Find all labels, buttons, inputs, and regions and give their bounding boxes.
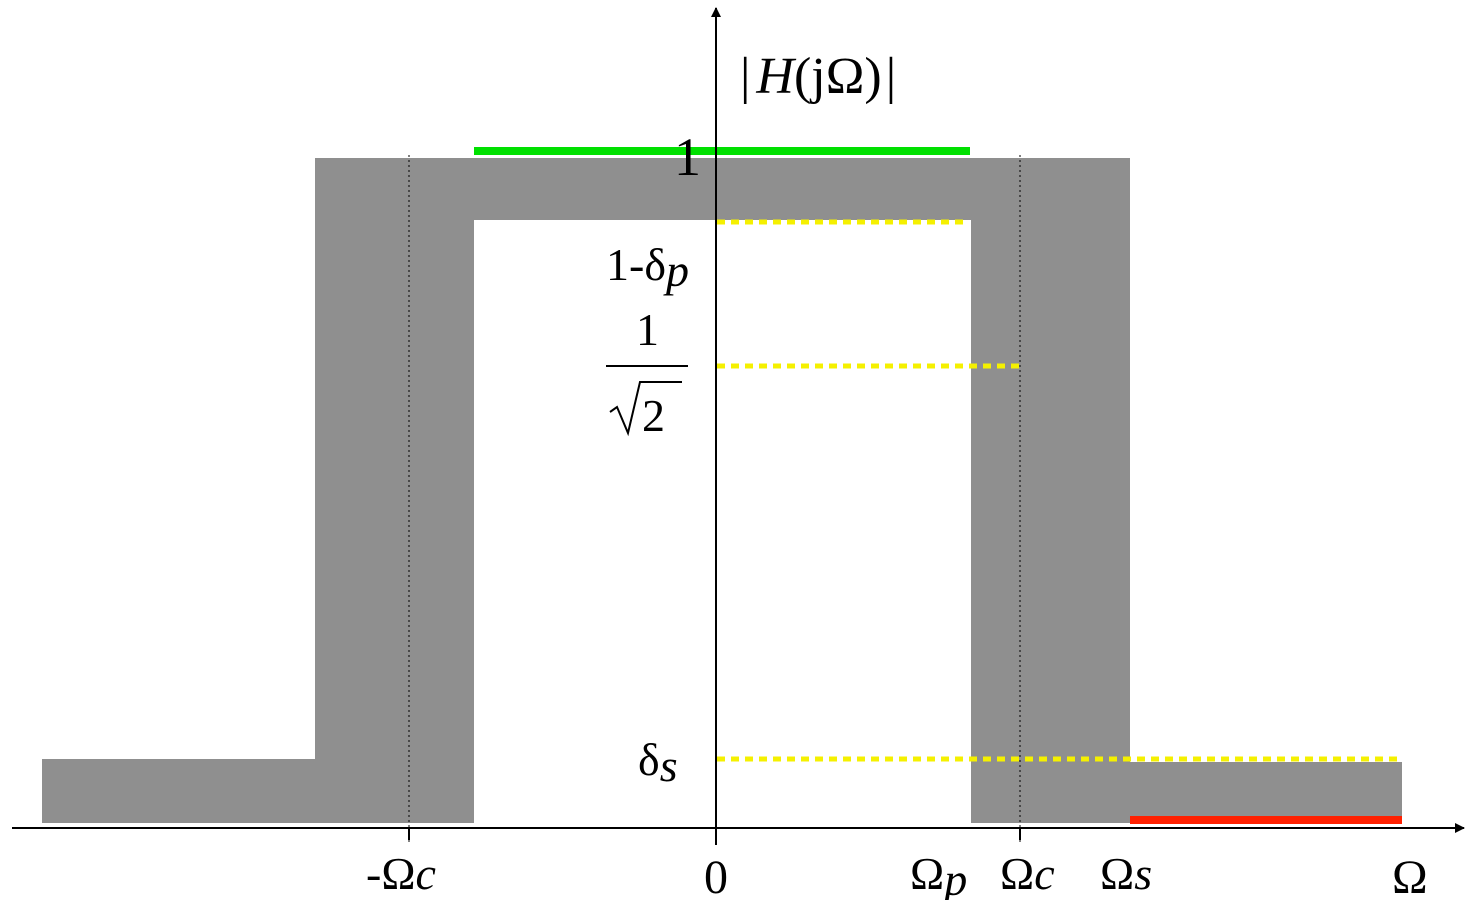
x-label-stop-edge: Ωs <box>1100 848 1152 899</box>
x-axis-title: Ω <box>1392 851 1428 900</box>
x-label-neg-cutoff: -Ωc <box>366 848 436 899</box>
tolerance-band <box>42 158 1402 823</box>
left-transition-band <box>315 158 474 823</box>
x-label-origin: 0 <box>704 851 728 900</box>
y-label-half-power: 1 2 <box>606 304 688 441</box>
passband-band <box>474 158 971 220</box>
y-axis-title: | H(jΩ)| <box>740 48 896 105</box>
reference-lines <box>717 219 1398 762</box>
right-stopband-band <box>1130 762 1402 823</box>
y-label-pass-tolerance: 1-δp <box>606 239 689 296</box>
sqrt-symbol <box>609 381 682 437</box>
right-transition-band <box>971 158 1130 823</box>
y-label-stop-tolerance: δs <box>638 734 678 791</box>
x-label-pass-edge: Ωp <box>910 848 967 900</box>
half-power-numerator: 1 <box>636 304 659 355</box>
y-label-one: 1 <box>674 127 701 187</box>
x-label-cutoff: Ωc <box>1000 848 1055 899</box>
half-power-denominator: 2 <box>642 390 665 441</box>
left-stopband-band <box>42 759 317 823</box>
